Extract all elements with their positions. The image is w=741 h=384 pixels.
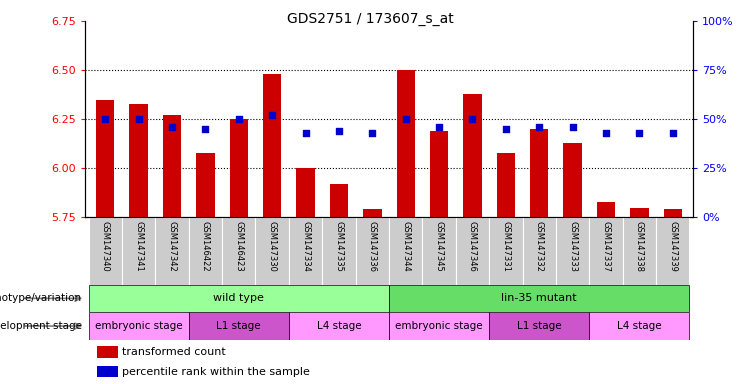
Point: [534, 124, 545, 130]
Point: [233, 116, 245, 122]
Point: [299, 130, 311, 136]
Point: [166, 124, 178, 130]
Text: percentile rank within the sample: percentile rank within the sample: [122, 367, 310, 377]
FancyBboxPatch shape: [356, 217, 389, 285]
Point: [467, 116, 479, 122]
Point: [634, 130, 645, 136]
Text: embryonic stage: embryonic stage: [395, 321, 483, 331]
Text: development stage: development stage: [0, 321, 82, 331]
Bar: [589, 312, 689, 340]
Point: [433, 124, 445, 130]
FancyBboxPatch shape: [622, 217, 656, 285]
Bar: [189, 312, 289, 340]
Bar: [130, 104, 147, 217]
Bar: [463, 94, 482, 217]
Text: GSM147345: GSM147345: [435, 221, 444, 271]
FancyBboxPatch shape: [389, 217, 422, 285]
FancyBboxPatch shape: [122, 217, 156, 285]
Bar: [230, 119, 248, 217]
Text: GSM147337: GSM147337: [602, 221, 611, 272]
FancyBboxPatch shape: [489, 217, 522, 285]
Bar: [89, 312, 189, 340]
FancyBboxPatch shape: [89, 217, 122, 285]
Bar: [96, 99, 114, 217]
FancyBboxPatch shape: [189, 217, 222, 285]
Text: GSM147331: GSM147331: [502, 221, 511, 271]
FancyBboxPatch shape: [289, 217, 322, 285]
Bar: [163, 115, 182, 217]
Text: embryonic stage: embryonic stage: [95, 321, 182, 331]
Text: GSM147340: GSM147340: [101, 221, 110, 271]
Text: L1 stage: L1 stage: [216, 321, 261, 331]
FancyBboxPatch shape: [422, 217, 456, 285]
Point: [567, 124, 579, 130]
Text: GSM147335: GSM147335: [334, 221, 343, 271]
Text: GSM146422: GSM146422: [201, 221, 210, 271]
Point: [199, 126, 211, 132]
Point: [400, 116, 412, 122]
Text: GSM147332: GSM147332: [535, 221, 544, 271]
Point: [366, 130, 378, 136]
FancyBboxPatch shape: [589, 217, 622, 285]
Bar: [563, 143, 582, 217]
Point: [99, 116, 111, 122]
Text: GSM147333: GSM147333: [568, 221, 577, 272]
FancyBboxPatch shape: [322, 217, 356, 285]
Bar: [597, 202, 615, 217]
FancyBboxPatch shape: [456, 217, 489, 285]
Text: GSM147334: GSM147334: [301, 221, 310, 271]
Bar: [263, 74, 282, 217]
FancyBboxPatch shape: [222, 217, 256, 285]
Bar: [631, 207, 648, 217]
Bar: [289, 312, 389, 340]
Bar: [389, 312, 489, 340]
Text: transformed count: transformed count: [122, 347, 225, 357]
FancyBboxPatch shape: [656, 217, 689, 285]
FancyBboxPatch shape: [522, 217, 556, 285]
Bar: [396, 70, 415, 217]
Bar: [496, 152, 515, 217]
Bar: [430, 131, 448, 217]
FancyBboxPatch shape: [556, 217, 589, 285]
Text: L4 stage: L4 stage: [617, 321, 662, 331]
Bar: [389, 285, 689, 312]
Bar: [363, 210, 382, 217]
Point: [667, 130, 679, 136]
Text: GSM147330: GSM147330: [268, 221, 276, 271]
Bar: [89, 285, 389, 312]
Bar: [330, 184, 348, 217]
Text: GDS2751 / 173607_s_at: GDS2751 / 173607_s_at: [287, 12, 454, 25]
Point: [266, 112, 278, 118]
Text: lin-35 mutant: lin-35 mutant: [502, 293, 577, 303]
Bar: [530, 129, 548, 217]
FancyBboxPatch shape: [156, 217, 189, 285]
Bar: [196, 152, 215, 217]
Text: wild type: wild type: [213, 293, 265, 303]
Text: GSM146423: GSM146423: [234, 221, 243, 271]
Bar: [97, 346, 118, 358]
Text: GSM147341: GSM147341: [134, 221, 143, 271]
Text: L1 stage: L1 stage: [517, 321, 562, 331]
Point: [500, 126, 512, 132]
Point: [600, 130, 612, 136]
Bar: [664, 210, 682, 217]
Bar: [489, 312, 589, 340]
FancyBboxPatch shape: [256, 217, 289, 285]
Point: [133, 116, 144, 122]
Text: genotype/variation: genotype/variation: [0, 293, 82, 303]
Bar: [296, 168, 315, 217]
Point: [333, 128, 345, 134]
Text: GSM147346: GSM147346: [468, 221, 477, 271]
Text: L4 stage: L4 stage: [316, 321, 362, 331]
Text: GSM147342: GSM147342: [167, 221, 176, 271]
Bar: [97, 366, 118, 377]
Text: GSM147339: GSM147339: [668, 221, 677, 271]
Text: GSM147336: GSM147336: [368, 221, 377, 272]
Text: GSM147338: GSM147338: [635, 221, 644, 272]
Text: GSM147344: GSM147344: [401, 221, 411, 271]
